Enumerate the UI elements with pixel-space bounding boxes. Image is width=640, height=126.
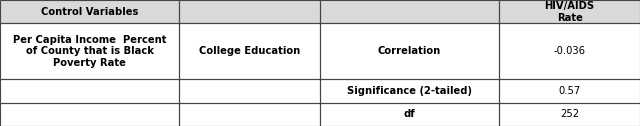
Bar: [179, 79, 320, 103]
Text: College Education: College Education: [199, 46, 300, 56]
Bar: [0, 0, 179, 23]
Bar: [320, 0, 499, 23]
Text: Per Capita Income  Percent
of County that is Black
Poverty Rate: Per Capita Income Percent of County that…: [13, 35, 166, 68]
Bar: [320, 23, 499, 79]
Bar: [0, 23, 179, 79]
Text: Significance (2-tailed): Significance (2-tailed): [347, 86, 472, 96]
Text: HIV/AIDS
Rate: HIV/AIDS Rate: [545, 1, 595, 23]
Text: -0.036: -0.036: [554, 46, 586, 56]
Bar: [499, 79, 640, 103]
Bar: [0, 79, 179, 103]
Text: df: df: [404, 109, 415, 119]
Text: 0.57: 0.57: [559, 86, 580, 96]
Bar: [179, 0, 320, 23]
Bar: [499, 0, 640, 23]
Bar: [0, 103, 179, 126]
Text: 252: 252: [560, 109, 579, 119]
Text: Correlation: Correlation: [378, 46, 441, 56]
Bar: [179, 23, 320, 79]
Bar: [320, 103, 499, 126]
Bar: [499, 23, 640, 79]
Bar: [179, 103, 320, 126]
Text: Control Variables: Control Variables: [41, 7, 138, 17]
Bar: [320, 79, 499, 103]
Bar: [499, 103, 640, 126]
